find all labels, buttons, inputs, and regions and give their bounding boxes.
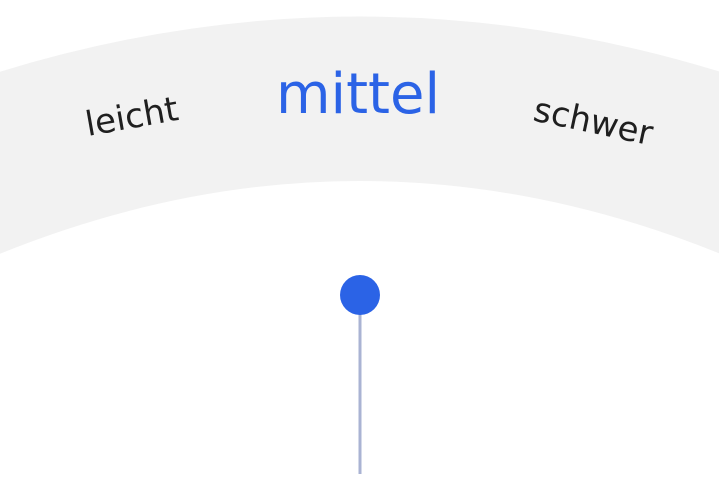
dial-knob-handle[interactable] bbox=[340, 275, 380, 315]
dial-band bbox=[0, 16, 719, 254]
option-mittel-selected[interactable]: mittel bbox=[276, 62, 440, 127]
